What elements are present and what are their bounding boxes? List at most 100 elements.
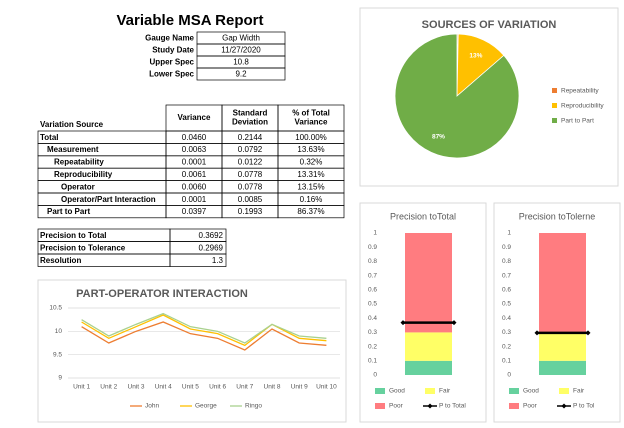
table-value: 0.0085: [238, 195, 263, 204]
legend-swatch: [552, 88, 557, 93]
table-value: Measurement: [47, 145, 99, 154]
y-tick-label: 0.6: [368, 287, 377, 294]
y-tick-label: 10.5: [49, 305, 62, 312]
info-cell: [196, 67, 286, 81]
table-value: 0.0397: [182, 207, 207, 216]
legend-label: Repeatability: [561, 88, 599, 95]
y-tick-label: 0.5: [368, 301, 377, 308]
table-value: 0.0061: [182, 170, 207, 179]
x-tick-label: Unit 6: [209, 384, 226, 391]
table-value: 0.0001: [182, 195, 207, 204]
line-marker: [451, 320, 457, 326]
bar-segment: [539, 233, 586, 333]
y-tick-label: 1: [373, 230, 377, 237]
bar-segment: [539, 360, 586, 375]
y-tick-label: 0.9: [368, 244, 377, 251]
legend-swatch: [425, 388, 435, 394]
table-cell: [277, 205, 345, 219]
legend-swatch: [559, 388, 569, 394]
y-tick-label: 0.9: [502, 244, 511, 251]
info-value: Gap Width: [222, 34, 260, 43]
y-tick-label: 0: [373, 372, 377, 379]
legend-swatch: [427, 403, 433, 409]
report-title: Variable MSA Report: [117, 12, 264, 29]
y-tick-label: 0.4: [368, 315, 377, 322]
y-tick-label: 0.7: [368, 272, 377, 279]
summary-label: Precision to Total: [40, 231, 107, 240]
legend-label: Poor: [523, 403, 538, 410]
legend-swatch: [552, 118, 557, 123]
legend-label: George: [195, 403, 217, 410]
summary-value: 1.3: [212, 256, 224, 265]
legend-swatch: [509, 388, 519, 394]
table-value: Total: [40, 133, 59, 142]
y-tick-label: 0.5: [502, 301, 511, 308]
x-tick-label: Unit 10: [316, 384, 337, 391]
table-value: 0.0122: [238, 158, 263, 167]
summary-value: 0.2969: [199, 243, 224, 252]
y-tick-label: 0.2: [368, 343, 377, 350]
table-value: 0.0060: [182, 182, 207, 191]
summary-value: 0.3692: [199, 231, 224, 240]
x-tick-label: Unit 2: [100, 384, 117, 391]
y-tick-label: 0.1: [368, 358, 377, 365]
line-marker: [585, 330, 591, 336]
x-tick-label: Unit 4: [155, 384, 172, 391]
y-tick-label: 1: [507, 230, 511, 237]
summary-label: Resolution: [40, 256, 81, 265]
table-value: 0.0778: [238, 182, 263, 191]
bar-segment: [405, 332, 452, 361]
legend-label: P to Total: [439, 403, 466, 410]
y-tick-label: 0.8: [368, 258, 377, 265]
table-cell: [37, 180, 167, 194]
table-value: Part to Part: [47, 207, 90, 216]
bar-segment: [405, 233, 452, 333]
data-label: 87%: [432, 133, 445, 140]
chart-title: SOURCES OF VARIATION: [422, 19, 557, 31]
legend-label: Reproducibility: [561, 103, 604, 110]
line-marker: [400, 320, 406, 326]
y-tick-label: 9: [58, 375, 62, 382]
y-tick-label: 0: [507, 372, 511, 379]
y-tick-label: 0.7: [502, 272, 511, 279]
table-header: Variance: [178, 113, 211, 122]
x-tick-label: Unit 5: [182, 384, 199, 391]
info-label: Gauge Name: [145, 34, 194, 43]
line-marker: [534, 330, 540, 336]
table-value: Operator/Part Interaction: [61, 195, 156, 204]
chart-title: Precision toTotal: [390, 211, 456, 221]
table-value: Repeatability: [54, 158, 104, 167]
y-tick-label: 0.4: [502, 315, 511, 322]
pie-slice: [394, 33, 520, 159]
y-tick-label: 0.6: [502, 287, 511, 294]
y-tick-label: 0.3: [502, 329, 511, 336]
info-value: 9.2: [235, 70, 247, 79]
table-value: Reproducibility: [54, 170, 113, 179]
chart-title: Precision toTolerne: [519, 211, 596, 221]
x-tick-label: Unit 8: [264, 384, 281, 391]
line-panel: [37, 279, 347, 423]
x-tick-label: Unit 9: [291, 384, 308, 391]
legend-swatch: [561, 403, 567, 409]
table-header: % of Total Variance: [292, 109, 330, 127]
x-tick-label: Unit 1: [73, 384, 90, 391]
info-label: Lower Spec: [149, 70, 194, 79]
legend-label: Good: [389, 388, 405, 395]
y-tick-label: 0.3: [368, 329, 377, 336]
legend-label: John: [145, 403, 159, 410]
table-value: 0.16%: [300, 195, 323, 204]
y-tick-label: 10: [55, 328, 63, 335]
table-value: 13.63%: [297, 145, 324, 154]
info-label: Study Date: [152, 46, 194, 55]
legend-swatch: [375, 403, 385, 409]
legend-label: Fair: [573, 388, 585, 395]
table-value: 0.0460: [182, 133, 207, 142]
table-value: 0.0792: [238, 145, 263, 154]
summary-cell: [169, 253, 227, 267]
y-tick-label: 0.2: [502, 343, 511, 350]
chart-title: PART-OPERATOR INTERACTION: [76, 288, 248, 300]
x-tick-label: Unit 3: [128, 384, 145, 391]
table-value: 86.37%: [297, 207, 324, 216]
legend-label: Fair: [439, 388, 451, 395]
table-value: 0.32%: [300, 158, 323, 167]
